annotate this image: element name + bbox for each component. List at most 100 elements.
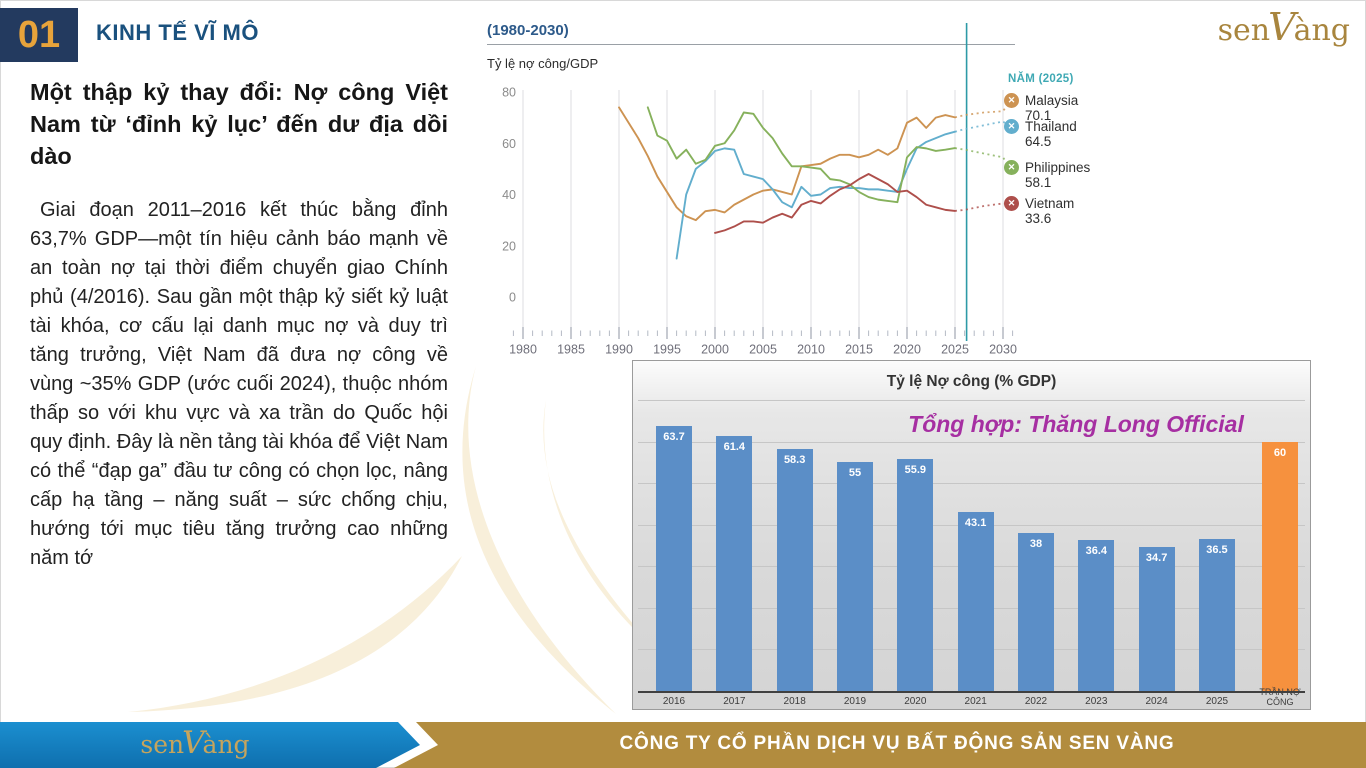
section-title: KINH TẾ VĨ MÔ bbox=[96, 20, 259, 45]
brand-logo-text: àng bbox=[1293, 13, 1350, 48]
bar-2019: 55 bbox=[836, 462, 873, 691]
bar-value-label: 43.1 bbox=[964, 517, 987, 529]
footer-logo-text: sen bbox=[140, 730, 185, 759]
legend-country-label: Malaysia bbox=[1025, 93, 1079, 108]
bar-value-label: 34.7 bbox=[1145, 552, 1168, 564]
legend-item-thailand: ✕ Thailand 64.5 bbox=[1004, 119, 1077, 149]
brand-logo-text: sen bbox=[1217, 13, 1271, 48]
legend-marker-icon: ✕ bbox=[1004, 196, 1019, 211]
footer-company-name: CÔNG TY CỔ PHẦN DỊCH VỤ BẤT ĐỘNG SẢN SEN… bbox=[619, 733, 1175, 754]
slide-number-badge: 01 bbox=[0, 8, 78, 62]
slide-number: 01 bbox=[17, 13, 61, 56]
svg-text:1990: 1990 bbox=[605, 343, 633, 357]
title-divider bbox=[487, 44, 1015, 45]
bar-x-label: 2020 bbox=[904, 696, 927, 707]
svg-text:2030: 2030 bbox=[989, 343, 1017, 357]
public-debt-line-chart: 0 20 40 60 80 1980 1985 1990 1995 2000 2005 2010 201… bbox=[502, 23, 1017, 357]
gridline bbox=[638, 400, 1305, 402]
brand-logo: senVàng bbox=[1218, 8, 1350, 48]
svg-text:2020: 2020 bbox=[893, 343, 921, 357]
gridline bbox=[638, 483, 1305, 485]
legend-value: 64.5 bbox=[1025, 134, 1052, 149]
brand-logo-v-glyph: V bbox=[1268, 5, 1296, 49]
bar-chart-title: Tỷ lệ Nợ công (% GDP) bbox=[886, 373, 1057, 390]
bar-value-label: 55.9 bbox=[904, 464, 927, 476]
svg-text:60: 60 bbox=[502, 137, 516, 151]
svg-text:0: 0 bbox=[509, 291, 516, 305]
legend-marker-icon: ✕ bbox=[1004, 119, 1019, 134]
svg-text:1980: 1980 bbox=[509, 343, 537, 357]
svg-text:80: 80 bbox=[502, 86, 516, 100]
bar-x-label: 2025 bbox=[1205, 696, 1229, 707]
legend-country-label: Thailand bbox=[1025, 119, 1077, 134]
x-axis-line bbox=[638, 691, 1305, 693]
bar-x-label: 2019 bbox=[843, 696, 867, 707]
line-chart-title: (1980-2030) bbox=[487, 22, 569, 39]
bar-2023: 36.4 bbox=[1078, 540, 1115, 691]
bar-x-label: 2022 bbox=[1024, 696, 1048, 707]
legend-country-label: Vietnam bbox=[1025, 196, 1075, 211]
footer-banner: senVàng CÔNG TY CỔ PHẦN DỊCH VỤ BẤT ĐỘNG… bbox=[0, 722, 1366, 768]
series-vietnam bbox=[714, 173, 956, 234]
svg-text:20: 20 bbox=[502, 239, 516, 253]
series-thailand bbox=[675, 130, 956, 260]
article-heading: Một thập kỷ thay đổi: Nợ công Việt Nam t… bbox=[30, 79, 448, 169]
projection-philippines bbox=[954, 147, 1011, 169]
gridlines bbox=[522, 90, 1004, 327]
y-axis: 0 20 40 60 80 bbox=[502, 86, 516, 305]
footer-logo-text: àng bbox=[202, 730, 250, 759]
footer-brand-logo: senVàng bbox=[110, 725, 280, 761]
gridline bbox=[638, 441, 1305, 443]
bar-chart-panel: Tỷ lệ Nợ công (% GDP) Tổng hợp: Thăng Lo… bbox=[632, 360, 1311, 710]
projection-thailand bbox=[954, 120, 1011, 133]
line-chart-panel: (1980-2030) Tỷ lệ nợ công/GDP 0 20 40 60 80 1… bbox=[480, 0, 1140, 360]
legend-title: NĂM (2025) bbox=[1008, 73, 1074, 85]
bar-value-label: 36.4 bbox=[1085, 545, 1107, 557]
bar-2025: 36.5 bbox=[1198, 539, 1235, 691]
bar-value-label: 38 bbox=[1029, 538, 1043, 550]
legend-marker-icon: ✕ bbox=[1004, 160, 1019, 175]
footer-logo-band bbox=[0, 722, 420, 768]
article-body: Giai đoạn 2011–2016 kết thúc bằng đỉnh 6… bbox=[30, 199, 448, 569]
legend-value: 33.6 bbox=[1025, 211, 1052, 226]
legend-value: 58.1 bbox=[1025, 175, 1052, 190]
svg-text:2000: 2000 bbox=[701, 343, 729, 357]
bar-x-label: TRẦN NỢ CÔNG bbox=[1259, 687, 1300, 707]
bar-value-label: 55 bbox=[848, 467, 862, 479]
svg-text:2025: 2025 bbox=[941, 343, 969, 357]
legend-marker-icon: ✕ bbox=[1004, 93, 1019, 108]
bar-chart-plot: 63.7 2016 61.4 2017 58.3 2018 55 2019 55.9 2020 43… bbox=[633, 361, 1310, 709]
series-malaysia bbox=[618, 106, 956, 222]
bar-trần-nợ-công: 60 bbox=[1262, 442, 1298, 691]
bar-2017: 61.4 bbox=[716, 436, 753, 691]
bar-x-label: 2017 bbox=[723, 696, 746, 707]
bar-value-label: 36.5 bbox=[1206, 544, 1228, 556]
bar-x-label: 2024 bbox=[1145, 696, 1168, 707]
bar-2024: 34.7 bbox=[1138, 547, 1175, 691]
bar-2020: 55.9 bbox=[897, 459, 934, 691]
legend-item-philippines: ✕ Philippines 58.1 bbox=[1004, 160, 1090, 190]
svg-text:40: 40 bbox=[502, 188, 516, 202]
bar-value-label: 61.4 bbox=[723, 441, 746, 453]
svg-text:1995: 1995 bbox=[653, 343, 681, 357]
legend-item-malaysia: ✕ Malaysia 70.1 bbox=[1004, 93, 1078, 123]
bar-2016: 63.7 bbox=[656, 426, 692, 691]
svg-text:2015: 2015 bbox=[845, 343, 873, 357]
bar-x-label: 2021 bbox=[964, 696, 987, 707]
bar-value-label: 58.3 bbox=[783, 454, 806, 466]
legend-value: 70.1 bbox=[1025, 108, 1052, 123]
svg-text:1985: 1985 bbox=[557, 343, 585, 357]
bar-x-label: 2018 bbox=[783, 696, 806, 707]
footer-logo-v-glyph: V bbox=[182, 725, 205, 761]
line-chart-ylabel: Tỷ lệ nợ công/GDP bbox=[487, 56, 599, 71]
legend-item-vietnam: ✕ Vietnam 33.6 bbox=[1004, 196, 1074, 226]
bar-value-label: 60 bbox=[1273, 447, 1287, 459]
chart-legend: NĂM (2025) ✕ Malaysia 70.1 ✕ Thailand 64.5 ✕ Ph… bbox=[1002, 60, 1134, 240]
projection-malaysia bbox=[954, 100, 1011, 119]
svg-text:2005: 2005 bbox=[749, 343, 777, 357]
bar-2021: 43.1 bbox=[957, 512, 994, 691]
bar-2022: 38 bbox=[1017, 533, 1054, 691]
x-axis: 1980 1985 1990 1995 2000 2005 2010 2015 2020 2025… bbox=[509, 327, 1017, 357]
bar-chart-annotation: Tổng hợp: Thăng Long Official bbox=[908, 411, 1244, 437]
